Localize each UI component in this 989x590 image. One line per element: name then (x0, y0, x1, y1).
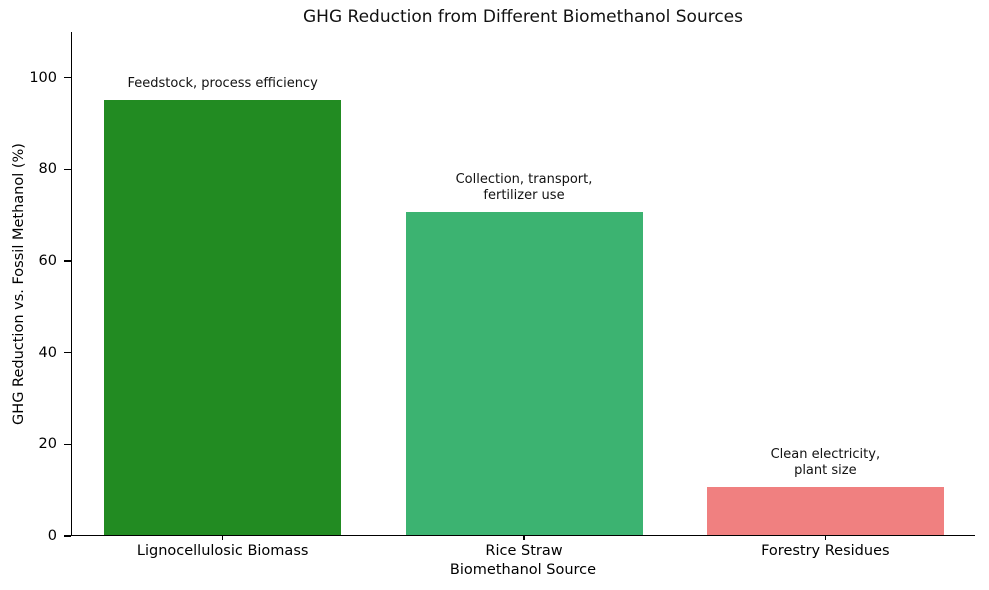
y-tick-mark (63, 77, 71, 79)
y-tick-label: 0 (47, 528, 57, 544)
y-tick-mark (63, 443, 71, 445)
x-tick-label: Rice Straw (485, 543, 563, 559)
y-tick-label: 60 (38, 253, 57, 270)
y-tick-label: 20 (38, 436, 57, 453)
x-tick-mark (824, 535, 826, 540)
y-axis-label: GHG Reduction vs. Fossil Methanol (%) (11, 143, 27, 425)
y-tick-mark (63, 352, 71, 354)
x-tick-mark (222, 535, 224, 540)
y-tick-mark (63, 168, 71, 171)
chart-title: GHG Reduction from Different Biomethanol… (303, 7, 743, 27)
y-tick-label: 100 (29, 69, 57, 86)
bar-forestry-residues (706, 486, 944, 535)
bar-annotation: Collection, transport, fertilizer use (455, 171, 593, 204)
x-axis-label: Biomethanol Source (449, 562, 597, 578)
bar-rice-straw (405, 211, 643, 535)
x-tick-mark (523, 535, 525, 540)
y-tick-mark (63, 535, 71, 537)
bar-annotation: Feedstock, process efficiency (127, 76, 318, 92)
bar-annotation: Clean electricity, plant size (770, 446, 881, 479)
x-tick-label: Forestry Residues (761, 543, 890, 559)
y-tick-label: 80 (38, 161, 57, 178)
y-tick-label: 40 (38, 344, 57, 361)
x-tick-label: Lignocellulosic Biomass (136, 543, 309, 559)
y-tick-mark (63, 260, 71, 262)
plot-area: 0 20 40 60 80 100 Feedstock, process efficienc… (29, 32, 975, 559)
bar-lignocellulosic-biomass (104, 99, 342, 535)
